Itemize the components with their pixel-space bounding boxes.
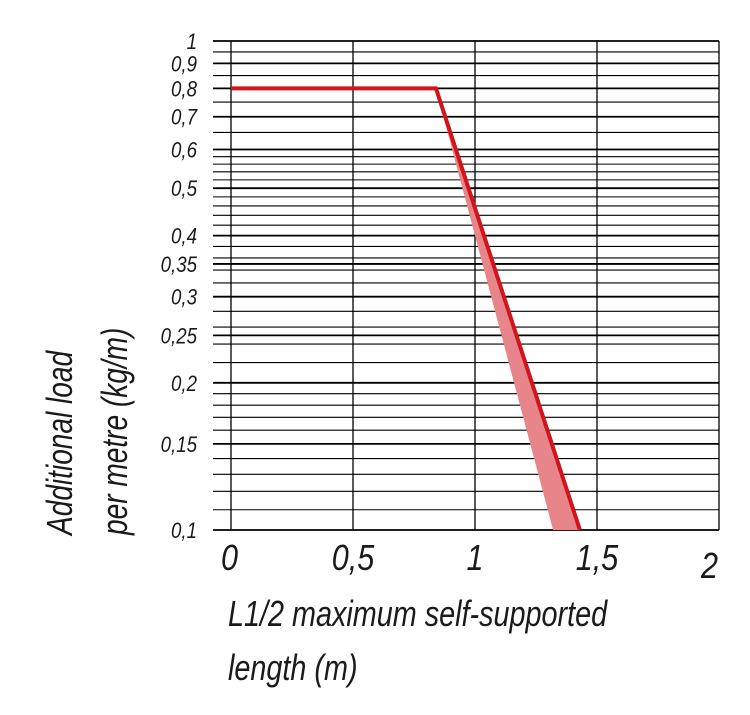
y-tick-label: 0,4 xyxy=(171,225,197,249)
y-tick-labels: 10,90,8 0,7 0,6 0,5 0,4 0,35 0,3 0,25 0,2 0,15 0,1 xyxy=(161,31,198,544)
y-tick-label: 0,7 xyxy=(171,106,198,130)
y-tick-label: 0,25 xyxy=(161,325,198,349)
x-tick-label: 0 xyxy=(221,539,238,579)
y-tick-label: 0,9 xyxy=(171,53,197,77)
x-axis-title-line-1: L1/2 maximum self-supported xyxy=(228,593,608,634)
y-tick-label: 1 xyxy=(187,31,197,55)
load-curve-line xyxy=(231,86,582,531)
y-axis-title-line-1: Additional load xyxy=(40,350,80,537)
x-tick-label: 1,5 xyxy=(576,539,619,579)
y-tick-label: 0,15 xyxy=(161,434,198,458)
series-lines xyxy=(231,86,582,531)
y-tick-label: 0,6 xyxy=(171,139,198,163)
y-tick-label: 0,3 xyxy=(171,286,198,310)
y-axis-title-line-2: per metre (kg/m) xyxy=(95,328,135,536)
y-tick-label: 0,35 xyxy=(161,254,198,278)
y-tick-label: 0,1 xyxy=(171,520,197,544)
x-tick-label: 1 xyxy=(466,539,483,579)
y-tick-label: 0,2 xyxy=(171,372,198,396)
x-tick-label: 2 xyxy=(700,547,718,587)
grid-lines xyxy=(213,40,720,531)
x-tick-labels: 0 0,5 1 1,5 2 xyxy=(221,539,718,587)
y-tick-label: 0,8 xyxy=(171,78,198,102)
x-tick-label: 0,5 xyxy=(332,539,375,579)
x-axis-title-line-2: length (m) xyxy=(228,647,358,688)
y-tick-label: 0,5 xyxy=(171,178,198,202)
